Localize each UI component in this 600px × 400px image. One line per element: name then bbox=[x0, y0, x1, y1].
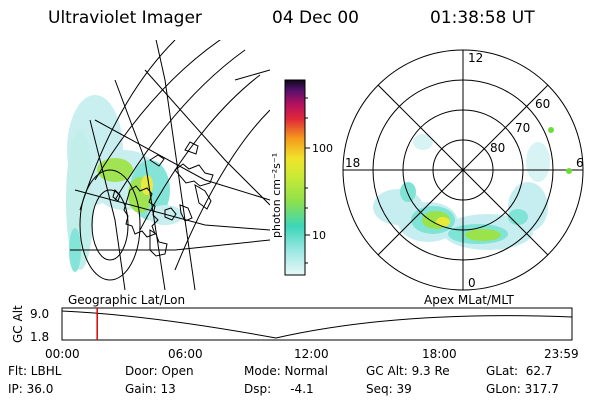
colorbar-label: photon cm⁻²s⁻¹ bbox=[270, 153, 283, 238]
lat-label-60: 60 bbox=[535, 97, 550, 111]
mlt-label-0: 0 bbox=[468, 276, 476, 290]
lat-label-70: 70 bbox=[515, 121, 530, 135]
alt-tick-9: 9.0 bbox=[30, 307, 49, 321]
info-glon: GLon: 317.7 bbox=[486, 382, 559, 396]
geo-grid-lines bbox=[70, 40, 270, 290]
info-glat: GLat: 62.7 bbox=[486, 364, 553, 378]
colorbar-tick-100: 100 bbox=[312, 142, 333, 155]
info-door: Door: Open bbox=[125, 364, 194, 378]
mlt-label-6: 6 bbox=[576, 156, 584, 170]
colorbar: 100 10 photon cm⁻²s⁻¹ bbox=[270, 79, 333, 276]
time-tick-0000: 00:00 bbox=[45, 347, 80, 361]
polar-mlt-plot: 12 18 6 0 60 70 80 bbox=[342, 49, 584, 291]
time-tick-2359: 23:59 bbox=[544, 347, 579, 361]
polar-grid bbox=[342, 49, 584, 291]
info-gain: Gain: 13 bbox=[125, 382, 176, 396]
altitude-timeline: GC Alt 9.0 1.8 00:00 06:00 12:00 18:00 2… bbox=[11, 305, 579, 361]
coastlines bbox=[112, 141, 214, 257]
info-seq: Seq: 39 bbox=[366, 382, 412, 396]
header-date: 04 Dec 00 bbox=[272, 8, 359, 28]
time-tick-0600: 06:00 bbox=[168, 347, 203, 361]
instrument-title: Ultraviolet Imager bbox=[48, 8, 202, 28]
geographic-map bbox=[66, 40, 270, 290]
info-ip: IP: 36.0 bbox=[8, 382, 54, 396]
lat-label-80: 80 bbox=[490, 141, 505, 155]
info-gc-alt: GC Alt: 9.3 Re bbox=[366, 364, 450, 378]
mlt-label-12: 12 bbox=[468, 51, 483, 65]
altitude-axis-label: GC Alt bbox=[11, 305, 25, 343]
altitude-curve bbox=[61, 310, 573, 339]
alt-tick-1-8: 1.8 bbox=[30, 330, 49, 344]
colorbar-tick-10: 10 bbox=[312, 229, 326, 242]
info-filter: Flt: LBHL bbox=[8, 364, 62, 378]
header-time: 01:38:58 UT bbox=[430, 8, 535, 28]
info-dsp: Dsp: -4.1 bbox=[244, 382, 314, 396]
aurora-emission-polar bbox=[373, 134, 550, 250]
geographic-label: Geographic Lat/Lon bbox=[68, 293, 186, 307]
station-marker bbox=[566, 168, 572, 174]
time-tick-1200: 12:00 bbox=[294, 347, 329, 361]
mlt-label-18: 18 bbox=[345, 156, 360, 170]
station-marker bbox=[548, 127, 554, 133]
info-mode: Mode: Normal bbox=[244, 364, 328, 378]
time-tick-1800: 18:00 bbox=[422, 347, 457, 361]
apex-label: Apex MLat/MLT bbox=[424, 293, 514, 307]
